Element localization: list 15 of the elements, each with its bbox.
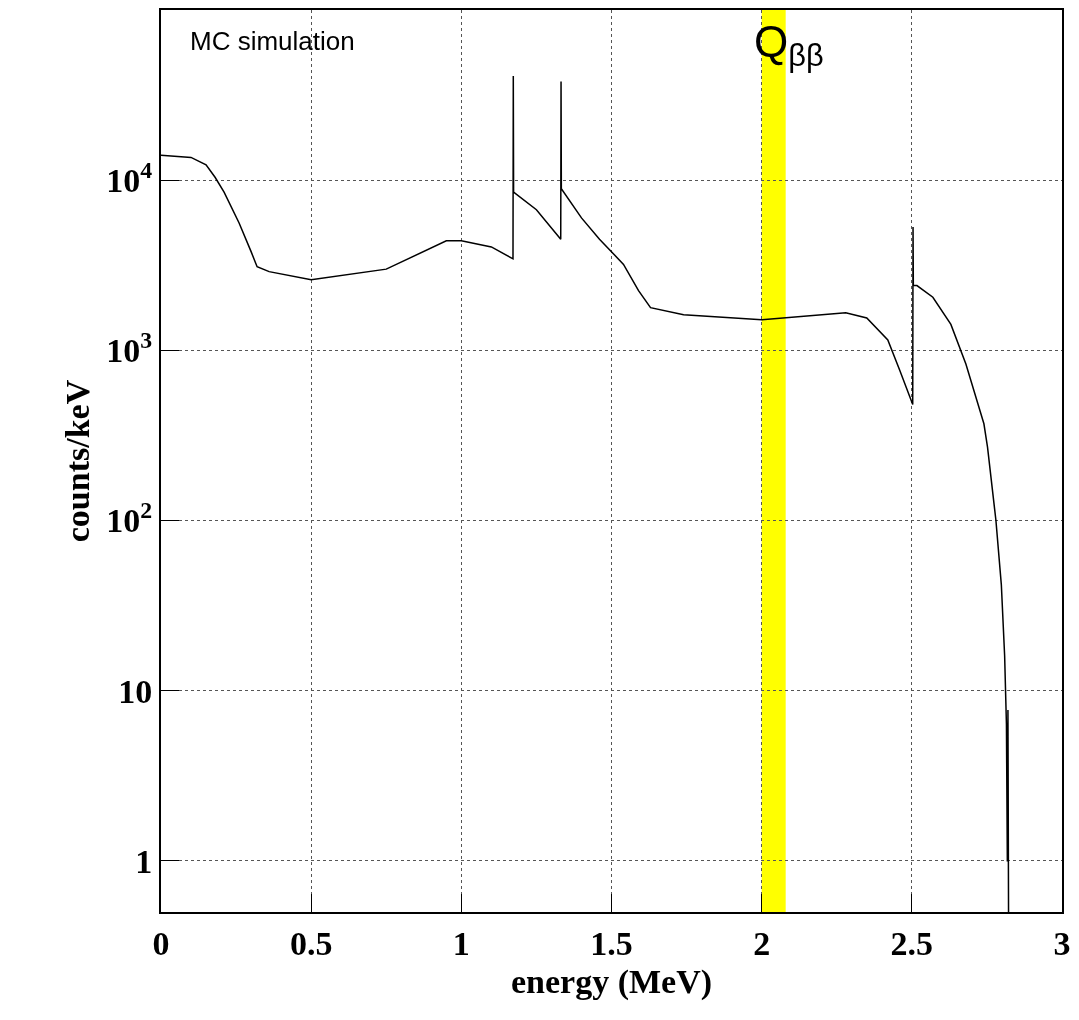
y-tick-label: 10: [118, 672, 153, 710]
y-tick-label: 10$^{3}$: [106, 326, 153, 370]
x-tick-label: 2: [753, 924, 771, 962]
x-tick-label: 1: [452, 924, 470, 962]
y-tick-label: 10$^{4}$: [106, 156, 153, 200]
y-axis-title: counts/keV: [59, 379, 97, 543]
x-tick-label: 2.5: [890, 924, 934, 962]
x-tick-label: 3: [1053, 924, 1071, 962]
x-axis-title: energy (MeV): [510, 962, 713, 1001]
x-tick-label: 0: [152, 924, 170, 962]
annotation: MC simulation: [190, 26, 355, 56]
x-tick-label: 1.5: [590, 924, 633, 962]
y-tick-label: 10$^{2}$: [106, 497, 153, 540]
y-tick-label: 1: [135, 842, 153, 880]
x-tick-label: 0.5: [289, 924, 333, 962]
